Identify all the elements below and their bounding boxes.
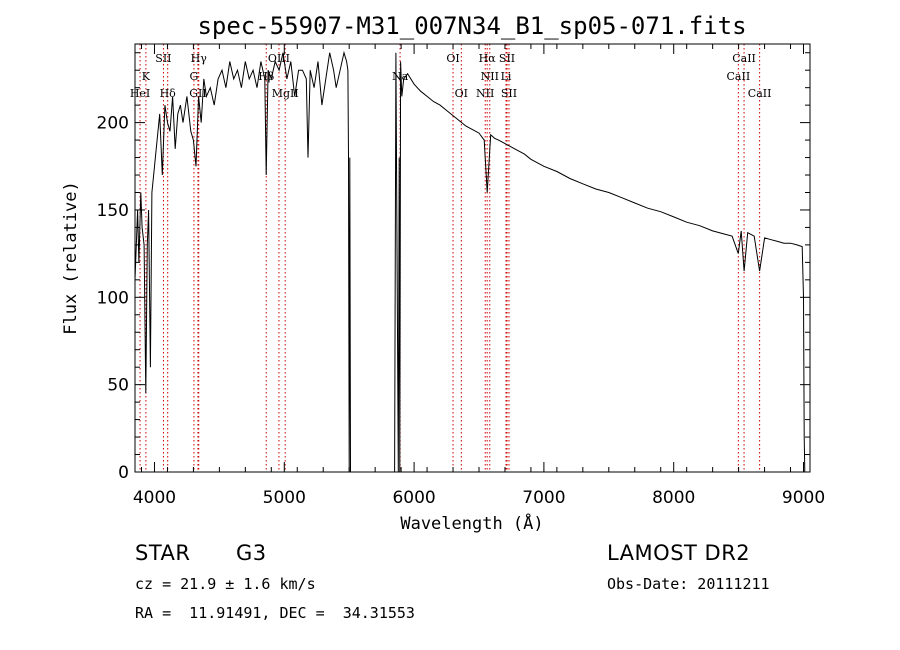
line-label-21: CaII: [748, 87, 772, 100]
survey-name: LAMOST DR2: [607, 541, 751, 565]
line-label-20: CaII: [727, 70, 751, 83]
x-tick-label-3: 7000: [522, 488, 565, 508]
x-tick-label-1: 5000: [263, 488, 306, 508]
coordinates: RA = 11.91491, DEC = 34.31553: [135, 604, 415, 622]
line-label-5: G: [190, 70, 199, 83]
line-label-14: SII: [499, 52, 515, 65]
line-label-2: SII: [155, 52, 171, 65]
line-label-13: Hα: [479, 52, 497, 65]
chart-title: spec-55907-M31_007N34_B1_sp05-071.fits: [197, 12, 746, 40]
line-label-17: NII: [476, 87, 494, 100]
object-subclass: G3: [236, 541, 267, 565]
y-tick-label-4: 200: [97, 114, 129, 134]
spectral-line-markers: [139, 44, 761, 472]
line-label-12: OI: [455, 87, 468, 100]
line-label-7: OIII: [268, 52, 290, 65]
line-label-6: GII: [189, 87, 206, 100]
line-label-19: CaII: [732, 52, 756, 65]
line-label-15: NII: [481, 70, 499, 83]
x-tick-label-2: 6000: [392, 488, 435, 508]
x-tick-label-0: 4000: [133, 488, 176, 508]
line-label-0: K: [142, 70, 151, 83]
y-tick-label-2: 100: [97, 288, 129, 308]
x-tick-label-4: 8000: [652, 488, 695, 508]
spectrum-line: [134, 50, 806, 473]
object-class: STAR: [135, 541, 191, 565]
observation-date: Obs-Date: 20111211: [607, 575, 770, 593]
y-tick-label-0: 0: [118, 463, 129, 483]
y-axis: 0 50 100 150 200: [97, 52, 810, 483]
line-label-8: Hβ: [258, 70, 274, 83]
redshift-cz: cz = 21.9 ± 1.6 km/s: [135, 575, 316, 593]
x-tick-label-5: 9000: [782, 488, 825, 508]
plot-frame: [134, 43, 811, 473]
line-label-9: MgII: [272, 87, 299, 100]
line-label-1: HeI: [130, 87, 150, 100]
y-tick-label-3: 150: [97, 201, 129, 221]
y-tick-label-1: 50: [107, 376, 129, 396]
line-label-3: Hδ: [160, 87, 177, 100]
line-label-16: Li: [501, 70, 512, 83]
line-label-11: OI: [446, 52, 459, 65]
x-axis: 4000 5000 6000 7000 8000 9000: [133, 44, 825, 508]
x-axis-label: Wavelength (Å): [400, 512, 543, 534]
line-label-18: SII: [501, 87, 517, 100]
y-axis-label: Flux (relative): [61, 181, 81, 335]
line-label-4: Hγ: [191, 52, 208, 65]
